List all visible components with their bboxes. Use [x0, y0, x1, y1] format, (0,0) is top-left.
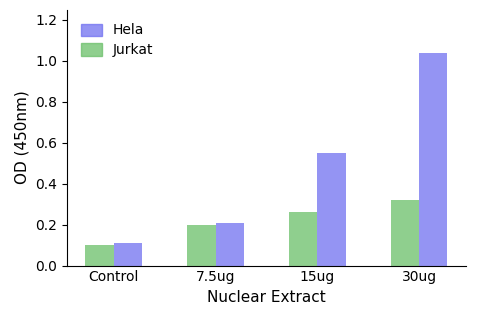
Bar: [317, 153, 346, 266]
Y-axis label: OD (450nm): OD (450nm): [15, 91, 30, 184]
Bar: [289, 212, 317, 266]
Bar: [187, 225, 216, 266]
X-axis label: Nuclear Extract: Nuclear Extract: [207, 290, 326, 305]
Bar: [419, 52, 447, 266]
Bar: [391, 200, 419, 266]
Bar: [216, 223, 244, 266]
Bar: [114, 243, 142, 266]
Bar: [85, 245, 114, 266]
Legend: Hela, Jurkat: Hela, Jurkat: [74, 17, 160, 64]
